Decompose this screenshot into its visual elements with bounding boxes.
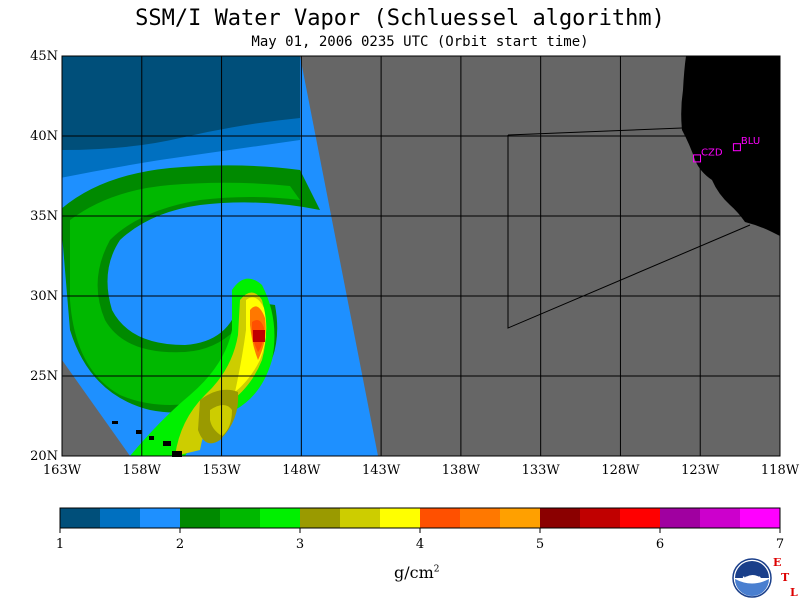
noaa-logo: NOAA <box>732 558 772 598</box>
colorbar-swatch <box>260 508 300 528</box>
lon-tick-label: 128W <box>601 463 640 478</box>
latitude-labels: 45N 40N 35N 30N 25N 20N <box>30 49 58 464</box>
lon-tick-label: 118W <box>761 463 800 478</box>
colorbar-swatch <box>300 508 340 528</box>
colorbar-tick-label: 6 <box>656 537 664 552</box>
colorbar-tick-label: 4 <box>416 537 424 552</box>
land-mass <box>681 56 780 236</box>
etl-letter-t: T <box>781 571 790 584</box>
lon-tick-label: 138W <box>442 463 481 478</box>
region-outline <box>507 127 751 329</box>
lat-tick-label: 45N <box>30 49 58 64</box>
colorbar-swatch <box>420 508 460 528</box>
colorbar-swatch <box>660 508 700 528</box>
station-label: BLU <box>741 136 760 147</box>
hawaiian-islands <box>112 421 182 457</box>
colorbar-swatch <box>580 508 620 528</box>
lon-tick-label: 123W <box>681 463 720 478</box>
colorbar-swatch <box>500 508 540 528</box>
lat-tick-label: 35N <box>30 209 58 224</box>
lat-tick-label: 30N <box>30 289 58 304</box>
colorbar-tick-labels: 1 2 3 4 5 6 7 <box>56 528 784 552</box>
station-marker <box>693 154 702 163</box>
lat-tick-label: 25N <box>30 369 58 384</box>
colorbar-swatch <box>100 508 140 528</box>
colorbar-tick-label: 2 <box>176 537 184 552</box>
colorbar-swatch <box>340 508 380 528</box>
etl-letter-l: L <box>790 586 798 599</box>
station-label: CZD <box>701 147 723 158</box>
longitude-labels: 163W 158W 153W 148W 143W 138W 133W 128W 123W 118W <box>43 463 800 478</box>
lat-tick-label: 40N <box>30 129 58 144</box>
colorbar-tick-label: 1 <box>56 537 64 552</box>
colorbar-swatch <box>220 508 260 528</box>
map-frame <box>61 55 781 457</box>
colorbar <box>59 507 781 529</box>
colorbar-swatch <box>620 508 660 528</box>
colorbar-swatch <box>460 508 500 528</box>
colorbar-swatch <box>180 508 220 528</box>
etl-letter-e: E <box>773 556 782 569</box>
lon-tick-label: 143W <box>362 463 401 478</box>
map-subtitle: May 01, 2006 0235 UTC (Orbit start time) <box>251 34 589 50</box>
colorbar-swatch <box>540 508 580 528</box>
station-markers: CZD BLU <box>693 136 760 163</box>
lon-tick-label: 133W <box>522 463 561 478</box>
map-title: SSM/I Water Vapor (Schluessel algorithm) <box>135 6 665 31</box>
lon-tick-label: 163W <box>43 463 82 478</box>
colorbar-swatch <box>740 508 780 528</box>
lon-tick-label: 148W <box>282 463 321 478</box>
lon-tick-label: 158W <box>123 463 162 478</box>
colorbar-tick-label: 3 <box>296 537 304 552</box>
colorbar-tick-label: 7 <box>776 537 784 552</box>
noaa-logo-text: NOAA <box>742 576 762 583</box>
colorbar-swatch <box>60 508 100 528</box>
colorbar-tick-label: 5 <box>536 537 544 552</box>
lat-tick-label: 20N <box>30 449 58 464</box>
colorbar-swatch <box>380 508 420 528</box>
lon-tick-label: 153W <box>202 463 241 478</box>
colorbar-swatch <box>140 508 180 528</box>
colorbar-unit: g/cm2 <box>394 563 440 582</box>
colorbar-swatch <box>700 508 740 528</box>
station-marker <box>732 143 741 152</box>
